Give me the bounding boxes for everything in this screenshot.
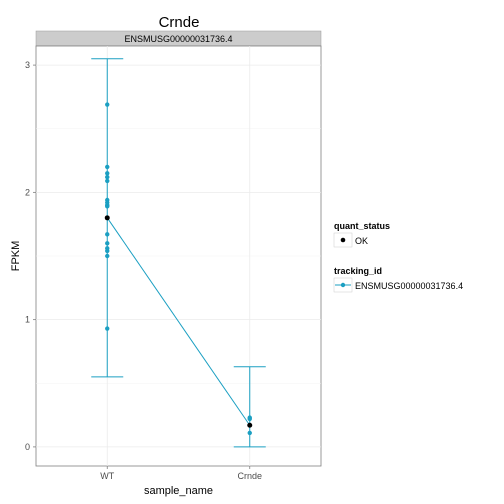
replicate-point xyxy=(105,174,110,180)
mean-point xyxy=(247,422,253,428)
legend-item-tracking-id: ENSMUSG00000031736.4 xyxy=(355,281,463,291)
replicate-point xyxy=(247,416,252,422)
y-axis-label: FPKM xyxy=(10,241,22,272)
x-tick-label: Crnde xyxy=(237,471,262,481)
y-tick-label: 3 xyxy=(25,60,30,70)
replicate-point xyxy=(105,178,110,184)
legend: quant_status OK tracking_id ENSMUSG00000… xyxy=(333,221,463,293)
replicate-point xyxy=(105,241,110,246)
replicate-point xyxy=(105,102,110,107)
legend-item-ok: OK xyxy=(355,236,368,246)
y-tick-label: 2 xyxy=(25,187,30,197)
facet-label: ENSMUSG00000031736.4 xyxy=(124,34,232,44)
replicate-point xyxy=(247,430,252,436)
legend-title-tracking-id: tracking_id xyxy=(334,266,382,276)
replicate-point xyxy=(105,253,110,259)
replicate-point xyxy=(105,171,110,176)
replicate-point xyxy=(105,204,110,209)
chart-title: Crnde xyxy=(159,14,200,31)
x-axis-label: sample_name xyxy=(144,485,213,497)
replicate-point xyxy=(105,326,110,331)
x-tick-label: WT xyxy=(100,471,114,481)
mean-point xyxy=(104,215,110,221)
y-tick-label: 1 xyxy=(25,315,30,325)
legend-title-quant-status: quant_status xyxy=(334,221,390,231)
y-tick-label: 0 xyxy=(25,442,30,452)
legend-tracking-point xyxy=(340,282,346,288)
series-layer xyxy=(91,58,266,448)
y-axis: 0 1 2 3 xyxy=(25,60,36,452)
series-line xyxy=(106,217,251,426)
legend-ok-point xyxy=(340,237,346,243)
replicate-point xyxy=(105,248,110,254)
replicate-point xyxy=(105,232,110,237)
replicate-point xyxy=(105,164,110,170)
x-axis: WT Crnde xyxy=(100,466,262,481)
